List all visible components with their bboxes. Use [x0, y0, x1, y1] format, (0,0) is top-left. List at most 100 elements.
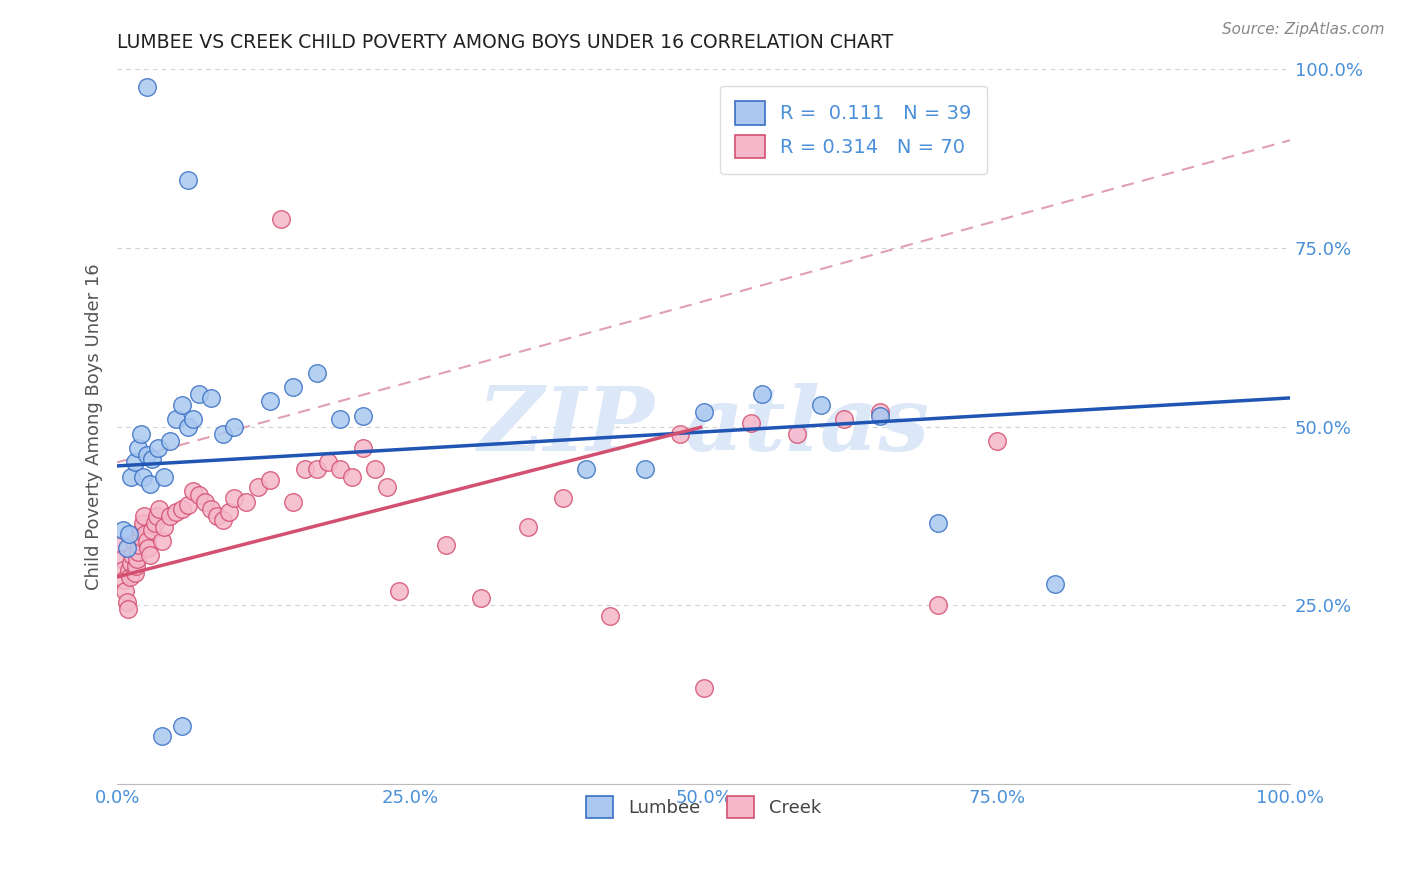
- Point: [869, 409, 891, 423]
- Point: [120, 570, 142, 584]
- Point: [281, 494, 304, 508]
- Point: [388, 584, 411, 599]
- Point: [124, 566, 146, 581]
- Point: [329, 462, 352, 476]
- Point: [129, 531, 152, 545]
- Point: [599, 609, 621, 624]
- Point: [115, 541, 138, 556]
- Point: [259, 473, 281, 487]
- Point: [125, 559, 148, 574]
- Point: [146, 508, 169, 523]
- Text: LUMBEE VS CREEK CHILD POVERTY AMONG BOYS UNDER 16 CORRELATION CHART: LUMBEE VS CREEK CHILD POVERTY AMONG BOYS…: [117, 33, 893, 52]
- Point: [353, 409, 375, 423]
- Point: [692, 681, 714, 695]
- Point: [150, 729, 173, 743]
- Y-axis label: Child Poverty Among Boys Under 16: Child Poverty Among Boys Under 16: [86, 263, 103, 590]
- Point: [176, 419, 198, 434]
- Point: [551, 491, 574, 505]
- Point: [127, 552, 149, 566]
- Point: [131, 524, 153, 538]
- Point: [110, 538, 132, 552]
- Point: [375, 480, 398, 494]
- Point: [115, 595, 138, 609]
- Point: [165, 412, 187, 426]
- Point: [118, 527, 141, 541]
- Point: [118, 563, 141, 577]
- Point: [305, 366, 328, 380]
- Point: [129, 426, 152, 441]
- Point: [134, 527, 156, 541]
- Point: [141, 451, 163, 466]
- Point: [188, 387, 211, 401]
- Point: [224, 491, 246, 505]
- Point: [740, 416, 762, 430]
- Point: [1045, 577, 1067, 591]
- Point: [124, 455, 146, 469]
- Point: [143, 516, 166, 531]
- Point: [176, 172, 198, 186]
- Point: [148, 501, 170, 516]
- Point: [134, 508, 156, 523]
- Point: [305, 462, 328, 476]
- Point: [235, 494, 257, 508]
- Point: [153, 520, 176, 534]
- Point: [246, 480, 269, 494]
- Point: [122, 534, 145, 549]
- Point: [112, 524, 135, 538]
- Point: [153, 469, 176, 483]
- Point: [434, 538, 457, 552]
- Point: [259, 394, 281, 409]
- Point: [211, 513, 233, 527]
- Point: [120, 469, 142, 483]
- Point: [194, 494, 217, 508]
- Point: [121, 549, 143, 563]
- Point: [159, 508, 181, 523]
- Point: [869, 405, 891, 419]
- Point: [927, 599, 949, 613]
- Point: [141, 524, 163, 538]
- Point: [516, 520, 538, 534]
- Point: [165, 505, 187, 519]
- Point: [211, 426, 233, 441]
- Point: [470, 591, 492, 606]
- Point: [810, 398, 832, 412]
- Point: [200, 391, 222, 405]
- Point: [139, 549, 162, 563]
- Point: [188, 487, 211, 501]
- Point: [135, 534, 157, 549]
- Point: [340, 469, 363, 483]
- Point: [148, 441, 170, 455]
- Point: [136, 541, 159, 556]
- Point: [183, 412, 205, 426]
- Point: [329, 412, 352, 426]
- Point: [150, 534, 173, 549]
- Point: [927, 516, 949, 531]
- Point: [135, 448, 157, 462]
- Point: [159, 434, 181, 448]
- Point: [128, 538, 150, 552]
- Point: [986, 434, 1008, 448]
- Point: [132, 516, 155, 531]
- Text: ZIP atlas: ZIP atlas: [478, 384, 929, 470]
- Point: [353, 441, 375, 455]
- Point: [170, 501, 193, 516]
- Point: [786, 426, 808, 441]
- Point: [270, 211, 292, 226]
- Point: [112, 574, 135, 588]
- Point: [135, 79, 157, 94]
- Point: [120, 556, 142, 570]
- Point: [294, 462, 316, 476]
- Point: [751, 387, 773, 401]
- Point: [112, 563, 135, 577]
- Point: [316, 455, 339, 469]
- Point: [170, 398, 193, 412]
- Point: [224, 419, 246, 434]
- Point: [127, 441, 149, 455]
- Point: [111, 552, 134, 566]
- Point: [281, 380, 304, 394]
- Point: [205, 508, 228, 523]
- Point: [183, 483, 205, 498]
- Point: [692, 405, 714, 419]
- Point: [170, 719, 193, 733]
- Point: [127, 545, 149, 559]
